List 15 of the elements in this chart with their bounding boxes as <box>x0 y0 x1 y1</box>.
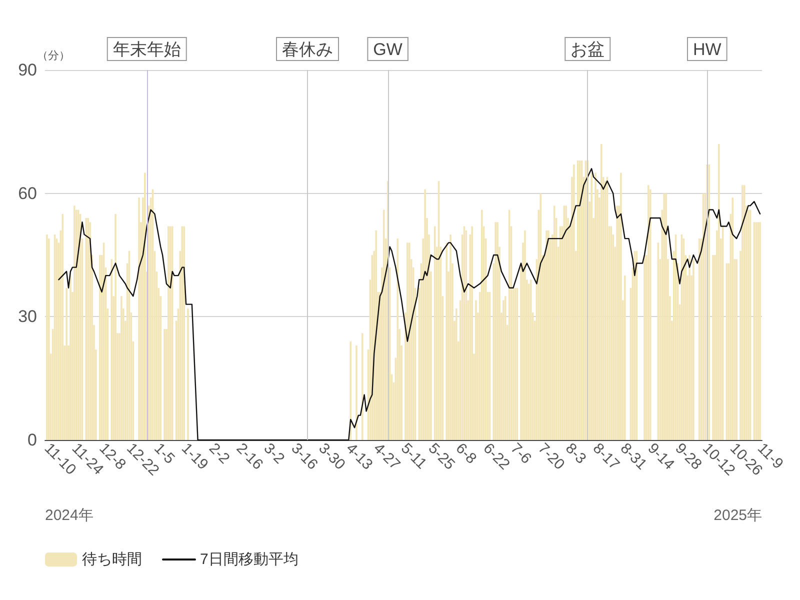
text: 2025年 <box>714 507 762 524</box>
ref-line-label: お盆 <box>570 40 605 59</box>
line-series <box>58 168 761 441</box>
y-tick-label: 90 <box>18 60 37 80</box>
y-tick-label: 0 <box>28 430 37 450</box>
ref-line-label: GW <box>373 40 402 59</box>
text: 2024年 <box>45 507 94 524</box>
ref-line-label: 春休み <box>282 40 334 59</box>
ref-line-label: 年末年始 <box>112 40 181 59</box>
y-axis-title: （分） <box>37 50 70 62</box>
legend-label: 待ち時間 <box>82 551 142 568</box>
legend-label: 7日間移動平均 <box>200 551 298 568</box>
y-tick-label: 30 <box>18 307 37 326</box>
y-tick-label: 60 <box>18 184 37 203</box>
ref-line-label: HW <box>692 40 722 59</box>
